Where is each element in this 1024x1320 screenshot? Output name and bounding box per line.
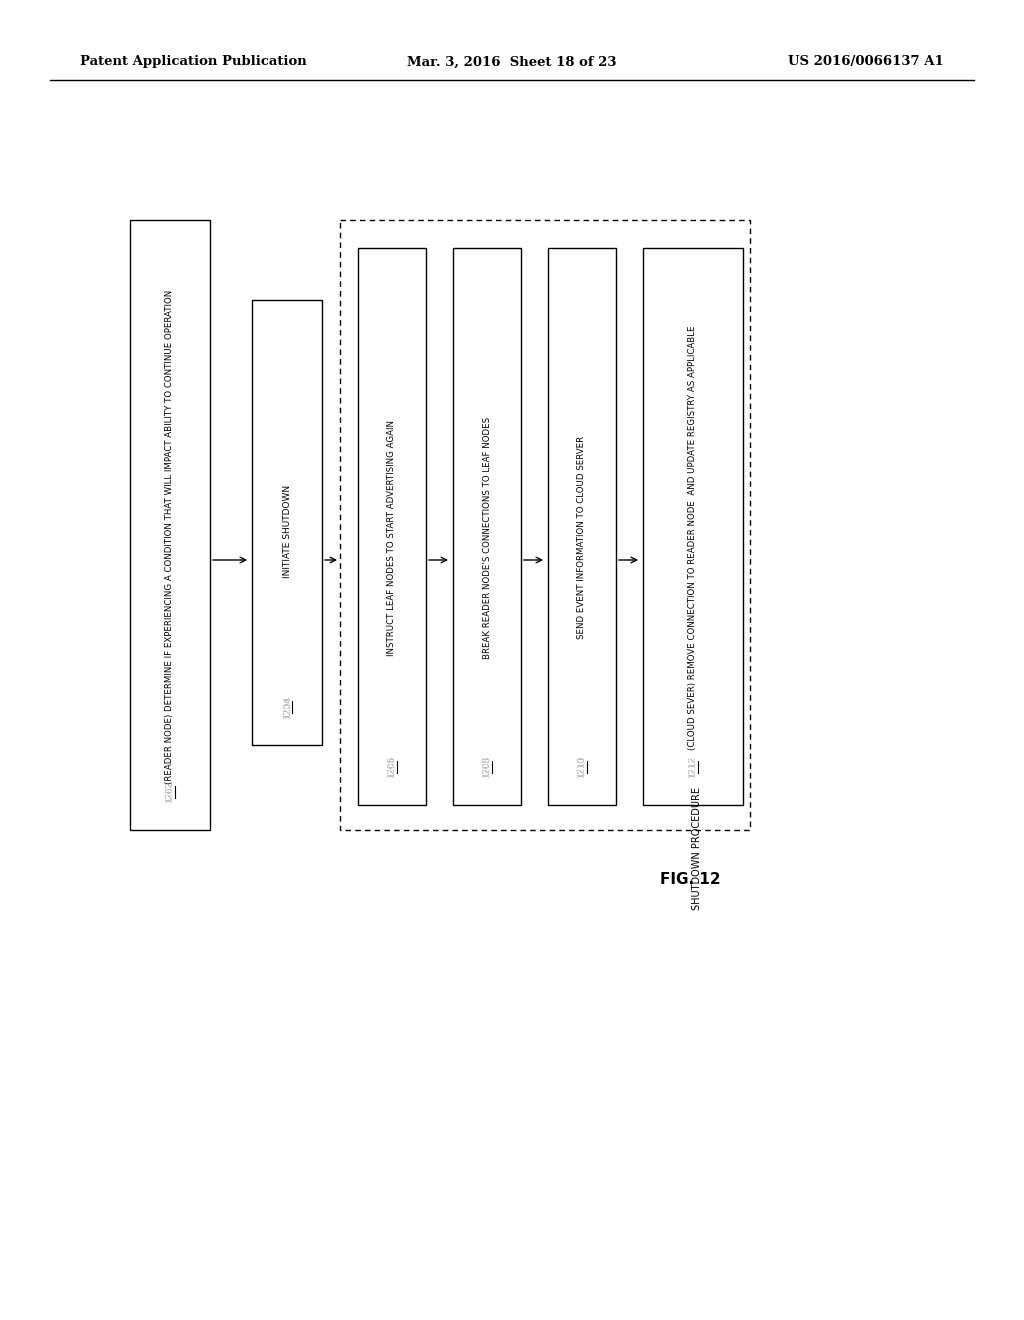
Bar: [340, 220, 750, 830]
Bar: [130, 220, 210, 830]
Text: 1212: 1212: [688, 756, 697, 777]
Text: (CLOUD SEVER) REMOVE CONNECTION TO READER NODE  AND UPDATE REGISTRY AS APPLICABL: (CLOUD SEVER) REMOVE CONNECTION TO READE…: [688, 326, 697, 750]
Text: 1210: 1210: [578, 756, 587, 777]
Text: Patent Application Publication: Patent Application Publication: [80, 55, 307, 69]
Text: SEND EVENT INFORMATION TO CLOUD SERVER: SEND EVENT INFORMATION TO CLOUD SERVER: [578, 436, 587, 639]
Text: FIG. 12: FIG. 12: [659, 873, 720, 887]
Text: 1204: 1204: [283, 696, 292, 718]
Bar: [548, 248, 616, 805]
Text: 1210: 1210: [578, 756, 587, 777]
Text: (READER NODE) DETERMINE IF EXPERIENCING A CONDITION THAT WILL IMPACT ABILITY TO : (READER NODE) DETERMINE IF EXPERIENCING …: [166, 290, 174, 784]
Text: Mar. 3, 2016  Sheet 18 of 23: Mar. 3, 2016 Sheet 18 of 23: [408, 55, 616, 69]
Text: US 2016/0066137 A1: US 2016/0066137 A1: [788, 55, 944, 69]
Text: BREAK READER NODE'S CONNECTIONS TO LEAF NODES: BREAK READER NODE'S CONNECTIONS TO LEAF …: [482, 417, 492, 659]
Text: INSTRUCT LEAF NODES TO START ADVERTISING AGAIN: INSTRUCT LEAF NODES TO START ADVERTISING…: [387, 420, 396, 656]
Text: 1208: 1208: [482, 756, 492, 777]
Bar: [453, 248, 521, 805]
Text: 1202: 1202: [166, 781, 174, 803]
Text: SHUTDOWN PROCEDURE: SHUTDOWN PROCEDURE: [692, 787, 702, 909]
Text: 1204: 1204: [283, 696, 292, 718]
Text: INITIATE SHUTDOWN: INITIATE SHUTDOWN: [283, 484, 292, 578]
Text: 1208: 1208: [482, 756, 492, 777]
Bar: [358, 248, 426, 805]
Text: 1212: 1212: [688, 756, 697, 777]
Bar: [252, 300, 322, 744]
Text: 1206: 1206: [387, 756, 396, 777]
Text: 1206: 1206: [387, 756, 396, 777]
Text: 1202: 1202: [166, 781, 174, 803]
Bar: [643, 248, 743, 805]
